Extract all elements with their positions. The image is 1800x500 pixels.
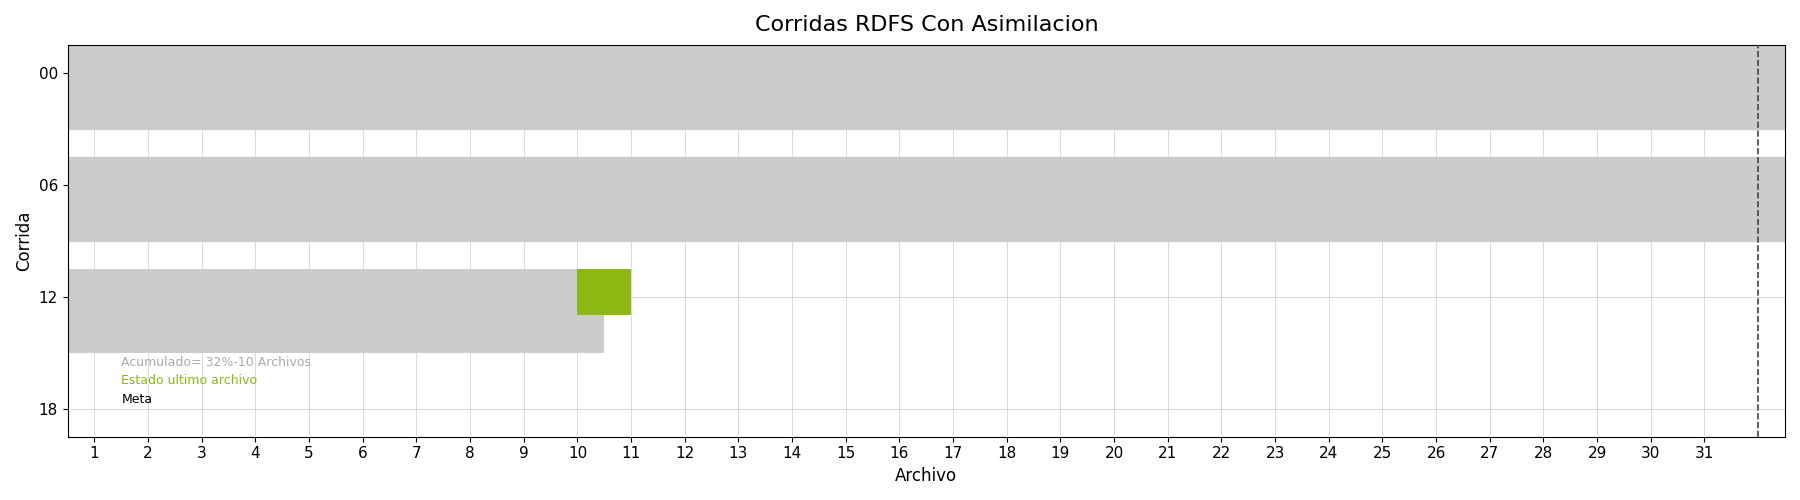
Text: Acumulado= 32%-10 Archivos: Acumulado= 32%-10 Archivos [121,356,311,368]
Bar [68,157,1786,241]
Text: Meta: Meta [121,393,153,406]
Bar [68,269,605,353]
Text: Estado ultimo archivo: Estado ultimo archivo [121,374,257,387]
Bar [68,45,1786,129]
X-axis label: Archivo: Archivo [895,467,958,485]
Y-axis label: Corrida: Corrida [14,210,32,271]
Title: Corridas RDFS Con Asimilacion: Corridas RDFS Con Asimilacion [754,15,1098,35]
Bar [578,269,632,316]
